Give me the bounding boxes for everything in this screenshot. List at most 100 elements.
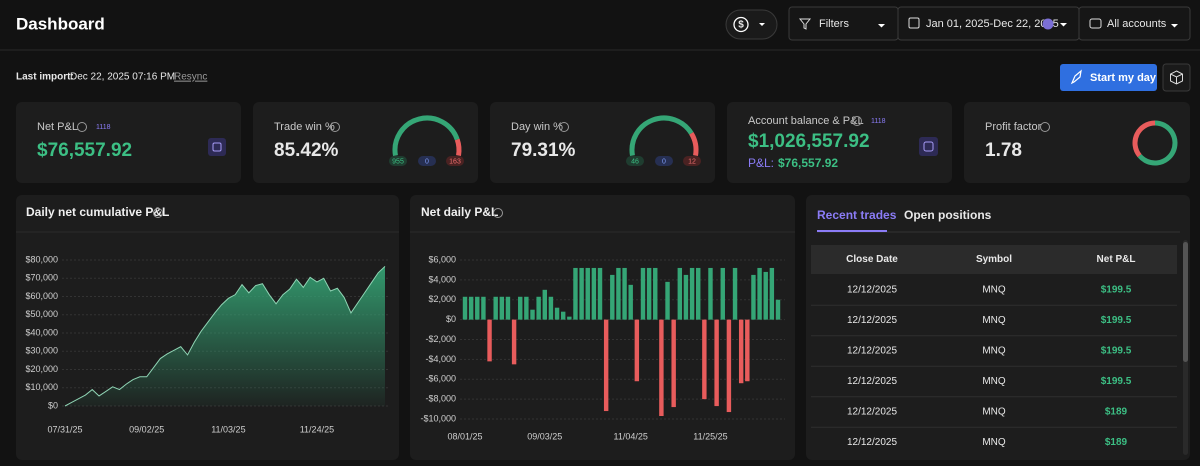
y-tick-label: $60,000: [25, 291, 58, 301]
bar: [659, 319, 664, 417]
table-cell: 12/12/2025: [847, 376, 897, 387]
bar: [530, 309, 535, 320]
bar: [560, 311, 566, 320]
count-label: 12: [688, 158, 696, 165]
currency-button[interactable]: $: [725, 9, 778, 40]
tab[interactable]: Open positions: [904, 208, 992, 222]
x-tick-label: 11/04/25: [614, 431, 648, 441]
x-tick-label: 07/31/25: [47, 424, 82, 434]
info-icon: [330, 122, 340, 132]
table-cell: $199.5: [1101, 315, 1132, 326]
stat-cards: Net P&L 1118 $76,557.92 Trade win % 85.4…: [16, 102, 1190, 183]
y-tick-label: $0: [446, 314, 456, 324]
y-tick-label: -$10,000: [420, 413, 456, 423]
bar: [616, 267, 621, 320]
y-tick-label: $40,000: [25, 327, 58, 337]
table-cell: MNQ: [982, 376, 1006, 387]
bar: [622, 267, 627, 320]
bar: [696, 267, 701, 320]
tab-active[interactable]: Recent trades: [817, 208, 897, 222]
bar: [499, 296, 505, 320]
y-tick-label: $4,000: [428, 274, 456, 284]
bar: [665, 281, 670, 320]
bar: [775, 299, 781, 320]
bar: [769, 267, 775, 320]
table-cell: $189: [1105, 437, 1128, 448]
card: [964, 102, 1190, 183]
bar: [548, 296, 554, 320]
gauge-loss: [454, 138, 462, 156]
table-cell: 12/12/2025: [847, 437, 897, 448]
rocket-icon: [1070, 69, 1082, 85]
count-pill: [446, 156, 464, 166]
chevron: [1060, 23, 1067, 27]
stat-label: Net P&L: [37, 121, 78, 133]
icon: [923, 141, 934, 152]
accounts-label: All accounts: [1107, 18, 1167, 30]
page-title: Dashboard: [16, 14, 105, 33]
clear-icon[interactable]: [1042, 18, 1054, 30]
cube-icon: [1170, 70, 1183, 85]
bar: [708, 267, 713, 320]
date-range-button[interactable]: Jan 01, 2025-Dec 22, 2025: [897, 6, 1080, 41]
bar: [493, 296, 498, 320]
gauge-win: [629, 115, 694, 156]
pnl-label: P&L:: [748, 156, 774, 170]
start-day-button[interactable]: Start my day: [1060, 64, 1157, 91]
stat-value: 1.78: [985, 140, 1022, 161]
bar: [597, 267, 603, 320]
count-pill: [626, 156, 644, 166]
bar: [646, 267, 652, 320]
y-tick-label: $50,000: [25, 309, 58, 319]
bar: [763, 271, 768, 320]
x-tick-label: 08/01/25: [447, 431, 482, 441]
table-cell: MNQ: [982, 437, 1006, 448]
bar: [732, 267, 738, 320]
table-cell: $189: [1105, 407, 1128, 418]
x-tick-label: 11/25/25: [693, 431, 727, 441]
card: [727, 102, 952, 183]
stat-label: Account balance & P&L: [748, 115, 864, 127]
chart-title: Daily net cumulative P&L: [26, 205, 169, 219]
stat-label: Trade win %: [274, 121, 335, 133]
pnl-value: $76,557.92: [778, 156, 838, 170]
wallet-icon: [1089, 18, 1102, 29]
y-tick-label: -$8,000: [425, 394, 456, 404]
gauge-loss: [689, 132, 699, 156]
stat-value: $76,557.92: [37, 140, 132, 161]
import-label: Last import:: [16, 72, 74, 83]
bar: [683, 274, 689, 320]
bar: [726, 319, 732, 413]
bar: [462, 296, 468, 320]
bar: [628, 284, 633, 320]
count-pill: [418, 156, 436, 166]
info-icon: [559, 122, 569, 132]
bar: [689, 267, 695, 320]
count-label: 0: [662, 158, 666, 165]
column-header: Net P&L: [1097, 254, 1136, 265]
table-cell: 12/12/2025: [847, 285, 897, 296]
icon-box: [208, 138, 226, 156]
y-tick-label: $30,000: [25, 346, 58, 356]
bar: [702, 319, 707, 400]
bar: [640, 267, 646, 320]
resync-link[interactable]: Resync: [174, 72, 207, 83]
scrollbar-thumb[interactable]: [1183, 242, 1188, 362]
card: [16, 102, 241, 183]
button-frame: [1060, 64, 1157, 91]
chevron: [1171, 24, 1178, 28]
filters-button[interactable]: Filters: [788, 6, 899, 41]
bar: [475, 296, 480, 320]
count-label: 163: [449, 158, 461, 165]
bar: [468, 296, 474, 320]
y-tick-label: $80,000: [25, 254, 58, 264]
import-time: Dec 22, 2025 07:16 PM: [70, 72, 175, 83]
x-tick-label: 11/03/25: [211, 424, 245, 434]
accounts-button[interactable]: All accounts: [1078, 6, 1191, 41]
bar: [720, 267, 725, 320]
donut-profit: [1137, 120, 1178, 166]
bar: [487, 319, 492, 362]
y-tick-label: $70,000: [25, 273, 58, 283]
cube-button[interactable]: [1162, 63, 1191, 92]
bar: [634, 319, 640, 382]
